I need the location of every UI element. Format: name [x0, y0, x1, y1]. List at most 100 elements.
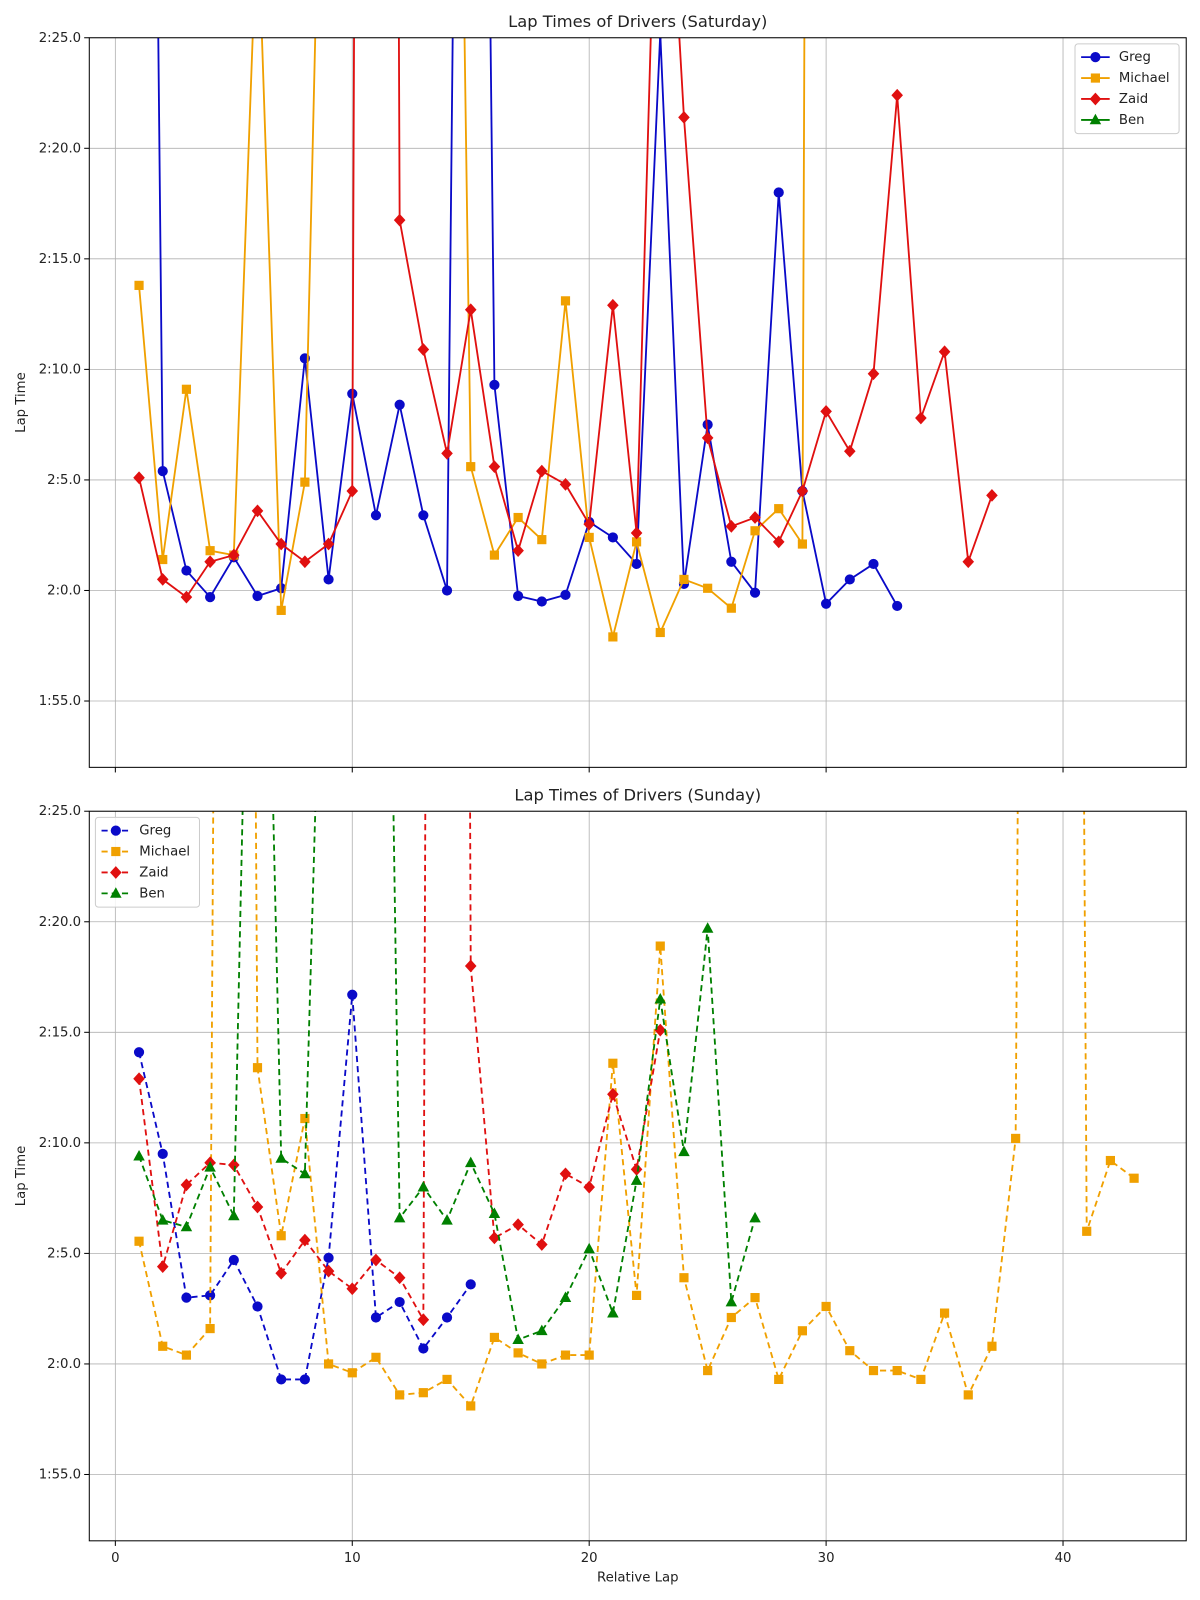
- marker: [346, 1282, 359, 1296]
- legend-box: [1074, 43, 1180, 135]
- marker: [655, 627, 665, 638]
- marker: [276, 605, 286, 615]
- marker: [608, 1058, 618, 1068]
- marker: [324, 342, 334, 351]
- marker: [252, 590, 263, 602]
- marker: [1090, 52, 1101, 63]
- y-tick-label: 2:10.0: [39, 362, 81, 377]
- marker: [464, 1156, 477, 1168]
- marker: [180, 590, 193, 604]
- marker: [583, 1180, 595, 1194]
- marker: [749, 1211, 761, 1223]
- y-axis-label: Lap Time: [14, 1146, 29, 1207]
- marker: [915, 411, 927, 425]
- marker: [701, 431, 714, 445]
- marker: [536, 464, 548, 478]
- x-tick-label: 0: [111, 1551, 119, 1566]
- marker: [441, 585, 453, 596]
- marker: [750, 526, 760, 536]
- y-tick-label: 2:15.0: [39, 252, 81, 267]
- chart-title: Lap Times of Drivers (Saturday): [508, 12, 767, 31]
- marker: [536, 596, 547, 607]
- marker: [891, 88, 903, 102]
- marker: [821, 1301, 831, 1312]
- marker: [204, 555, 216, 569]
- y-tick-label: 1:55.0: [39, 1467, 81, 1482]
- marker: [892, 600, 903, 612]
- legend-label: Ben: [139, 886, 165, 901]
- marker: [1090, 73, 1101, 83]
- marker: [749, 587, 761, 598]
- marker: [607, 532, 618, 543]
- legend-box: [94, 816, 200, 908]
- marker: [181, 384, 192, 394]
- marker: [513, 1348, 523, 1358]
- marker: [774, 1374, 784, 1385]
- marker: [1129, 1173, 1139, 1183]
- x-tick-label: 20: [581, 1551, 598, 1566]
- marker: [322, 1264, 335, 1278]
- y-tick-label: 2:15.0: [39, 1025, 81, 1040]
- marker: [111, 846, 121, 857]
- marker: [938, 345, 951, 359]
- series-line: [138, 811, 1135, 1408]
- marker: [276, 1231, 286, 1241]
- marker: [158, 1341, 168, 1351]
- x-tick-label: 10: [344, 1551, 361, 1566]
- marker: [703, 583, 713, 593]
- marker: [347, 989, 358, 1000]
- marker: [679, 574, 689, 585]
- marker: [466, 1401, 476, 1411]
- legend-label: Michael: [139, 845, 190, 860]
- marker: [181, 1292, 192, 1303]
- marker: [512, 1333, 524, 1345]
- marker: [725, 1295, 738, 1307]
- marker: [251, 504, 264, 518]
- y-tick-label: 2:0.0: [47, 1357, 81, 1372]
- y-tick-label: 2:10.0: [39, 1136, 81, 1151]
- marker: [986, 489, 998, 502]
- x-axis-label: Relative Lap: [597, 1571, 679, 1586]
- marker: [630, 1163, 643, 1176]
- marker: [441, 1214, 453, 1225]
- marker: [418, 1343, 429, 1354]
- marker: [253, 121, 263, 130]
- marker: [299, 1374, 310, 1385]
- marker: [110, 825, 121, 836]
- marker: [537, 535, 547, 545]
- y-tick-label: 2:5.0: [47, 1246, 81, 1261]
- marker: [772, 535, 785, 549]
- marker: [513, 590, 524, 602]
- marker: [181, 1350, 192, 1360]
- marker: [252, 1301, 263, 1312]
- marker: [134, 280, 144, 290]
- marker: [679, 1273, 689, 1283]
- marker: [299, 1167, 311, 1179]
- legend-label: Zaid: [1119, 92, 1148, 107]
- marker: [701, 922, 714, 933]
- legend-label: Michael: [1119, 71, 1170, 86]
- marker: [1082, 1226, 1092, 1236]
- marker: [251, 1200, 264, 1214]
- marker: [512, 1218, 524, 1232]
- marker: [441, 1312, 453, 1323]
- marker: [536, 1324, 548, 1336]
- marker: [513, 512, 523, 523]
- marker: [607, 1306, 619, 1318]
- marker: [228, 1209, 240, 1221]
- marker: [654, 992, 667, 1004]
- marker: [464, 959, 477, 973]
- marker: [560, 296, 571, 306]
- marker: [110, 887, 122, 898]
- marker: [488, 1231, 501, 1245]
- marker: [276, 1374, 287, 1385]
- y-tick-label: 2:0.0: [47, 583, 81, 598]
- marker: [370, 1312, 382, 1323]
- marker: [488, 460, 501, 474]
- marker: [299, 1233, 311, 1247]
- marker: [417, 1180, 430, 1192]
- marker: [204, 1161, 216, 1172]
- marker: [987, 1341, 997, 1351]
- chart-title: Lap Times of Drivers (Sunday): [514, 785, 761, 804]
